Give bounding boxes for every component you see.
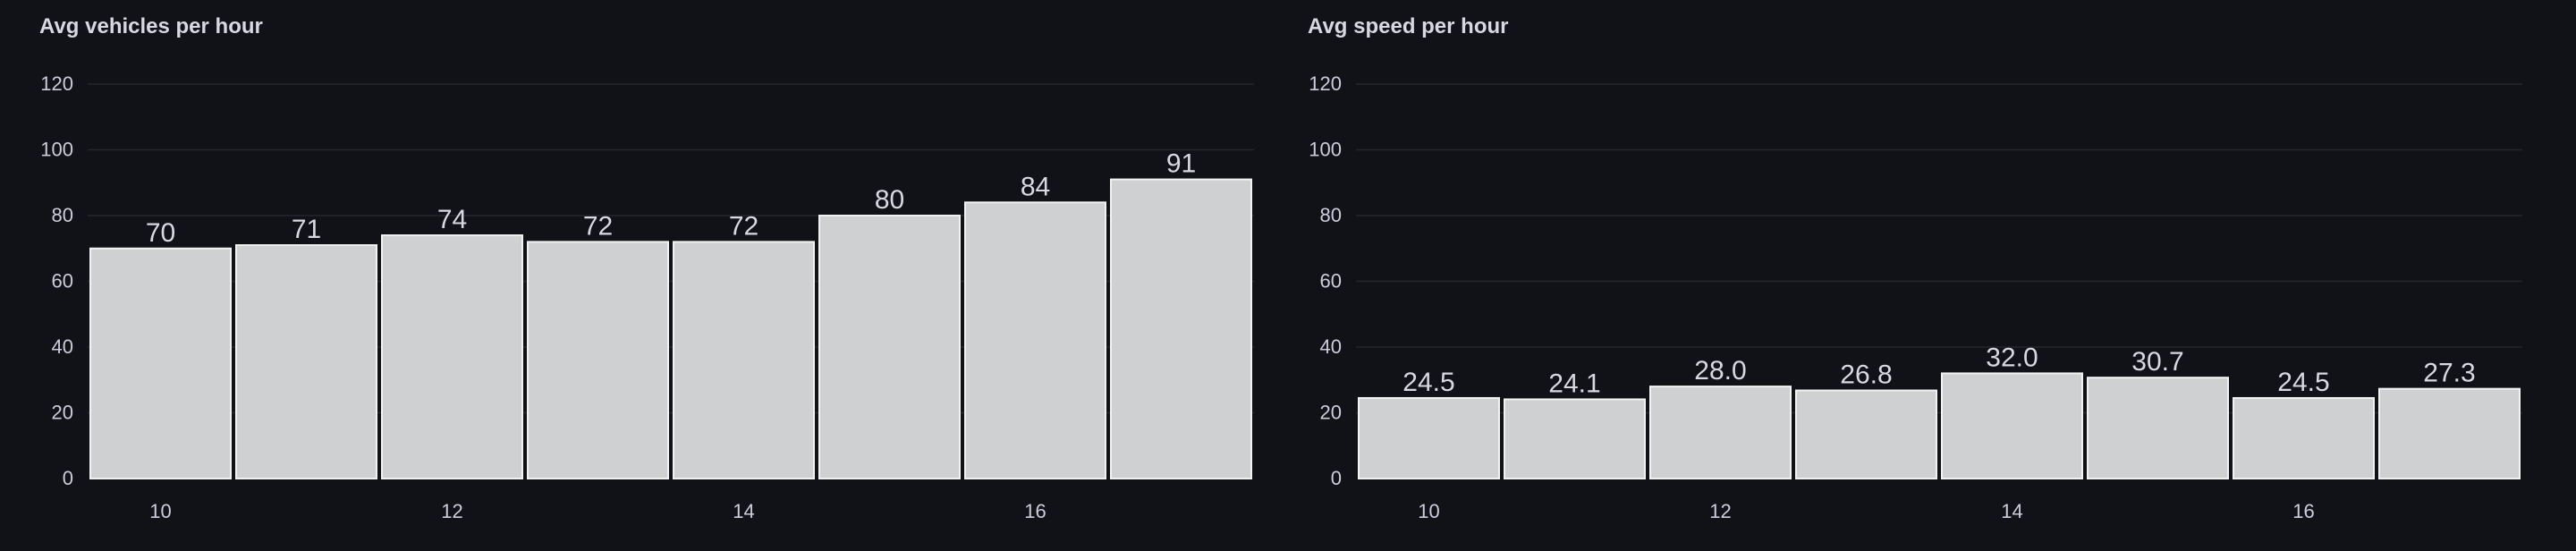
panel-title[interactable]: Avg speed per hour xyxy=(1308,14,1509,38)
x-tick-label: 12 xyxy=(1709,500,1731,522)
vehicles-bar-chart: 0 20 40 60 80 100 120 70 10 71 74 12 72 72 14 80 84 16 91 xyxy=(40,72,1254,522)
data-label: 71 xyxy=(292,215,321,244)
y-tick-label: 20 xyxy=(52,402,73,424)
y-tick-label: 100 xyxy=(1309,139,1342,161)
bar xyxy=(235,244,377,479)
y-tick-label: 0 xyxy=(63,467,73,489)
data-label: 26.8 xyxy=(1840,360,1892,390)
x-tick-label: 16 xyxy=(1024,500,1046,522)
bar xyxy=(1795,389,1937,480)
data-label: 24.5 xyxy=(1402,368,1454,397)
y-tick-label: 120 xyxy=(40,72,73,95)
data-label: 74 xyxy=(437,205,467,234)
data-label: 32.0 xyxy=(1986,343,2038,372)
x-tick-label: 14 xyxy=(2001,500,2022,522)
data-label: 30.7 xyxy=(2131,347,2183,377)
data-label: 84 xyxy=(1021,172,1050,201)
bar xyxy=(1649,386,1792,480)
y-tick-label: 80 xyxy=(1320,204,1342,226)
bar xyxy=(527,241,669,479)
data-label: 24.5 xyxy=(2277,368,2329,397)
data-label: 70 xyxy=(146,218,175,248)
bar xyxy=(2378,387,2521,479)
y-tick-label: 80 xyxy=(52,204,73,226)
bar xyxy=(381,234,523,479)
data-label: 72 xyxy=(583,211,613,241)
y-tick-label: 60 xyxy=(52,270,73,292)
data-label: 80 xyxy=(875,185,904,215)
bar xyxy=(818,215,961,479)
bar xyxy=(1358,396,1500,479)
y-tick-label: 60 xyxy=(1320,270,1342,292)
y-tick-label: 20 xyxy=(1320,402,1342,424)
y-tick-label: 40 xyxy=(52,335,73,358)
bar xyxy=(1110,178,1252,479)
data-label: 24.1 xyxy=(1548,369,1600,398)
y-tick-label: 40 xyxy=(1320,335,1342,358)
data-label: 28.0 xyxy=(1694,356,1746,386)
x-tick-label: 12 xyxy=(441,500,462,522)
bar xyxy=(673,241,815,479)
vehicles-panel: Avg vehicles per hour 0 20 40 60 80 100 120 70 1… xyxy=(39,14,1254,522)
panel-title[interactable]: Avg vehicles per hour xyxy=(39,14,263,38)
speed-panel: Avg speed per hour 0 20 40 60 80 100 120 24.5 10… xyxy=(1268,0,2556,551)
y-tick-label: 120 xyxy=(1309,72,1342,95)
speed-bar-chart: 0 20 40 60 80 100 120 24.5 10 24.1 28.0 12 26.8 32.0 1… xyxy=(1309,72,2522,522)
bar xyxy=(1941,372,2083,479)
y-tick-label: 100 xyxy=(40,139,73,161)
data-label: 91 xyxy=(1166,149,1196,179)
x-tick-label: 10 xyxy=(1418,500,1439,522)
x-tick-label: 14 xyxy=(733,500,754,522)
data-label: 72 xyxy=(729,211,758,241)
x-tick-label: 10 xyxy=(149,500,171,522)
data-label: 27.3 xyxy=(2423,359,2475,388)
bar xyxy=(2233,396,2375,479)
bar xyxy=(1504,398,1646,479)
bar xyxy=(2087,377,2229,479)
bar xyxy=(964,201,1106,480)
bar xyxy=(89,247,232,479)
y-tick-label: 0 xyxy=(1331,467,1342,489)
x-tick-label: 16 xyxy=(2292,500,2314,522)
